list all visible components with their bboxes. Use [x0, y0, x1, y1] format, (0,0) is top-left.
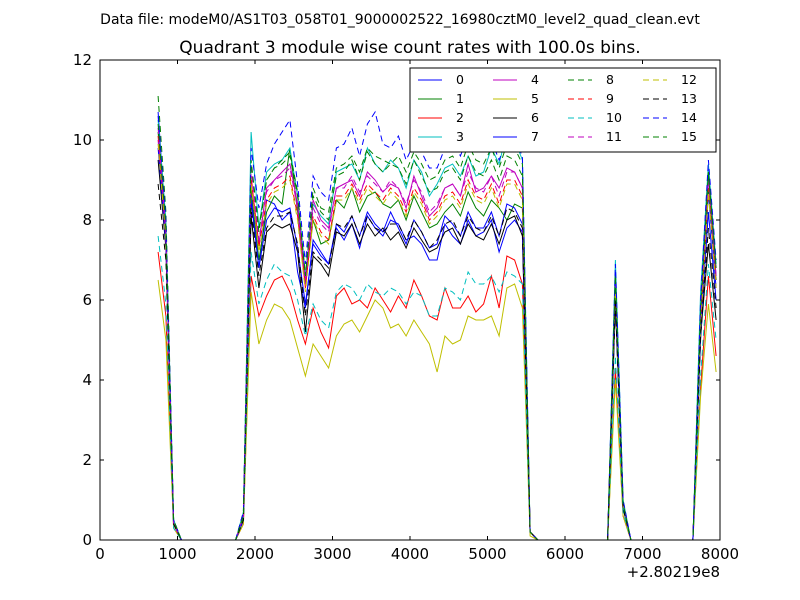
- series-line-11: [157, 127, 717, 541]
- legend-label-10: 10: [606, 110, 622, 125]
- legend-label-0: 0: [456, 72, 464, 87]
- x-tick-label: 0: [95, 545, 105, 563]
- x-tick-label: 5000: [468, 545, 506, 563]
- x-tick-label: 3000: [313, 545, 351, 563]
- series-line-5: [157, 279, 717, 541]
- series-line-2: [157, 251, 717, 541]
- series-line-6: [157, 159, 717, 541]
- plot-series-layer: [157, 95, 717, 541]
- series-line-0: [157, 111, 717, 541]
- x-tick-label: 2000: [236, 545, 274, 563]
- chart-title: Quadrant 3 module wise count rates with …: [179, 38, 640, 58]
- series-line-10: [157, 235, 717, 541]
- legend-label-12: 12: [681, 72, 697, 87]
- legend-label-3: 3: [456, 129, 464, 144]
- figure-supertitle: Data file: modeM0/AS1T03_058T01_90000025…: [100, 12, 700, 28]
- legend-label-6: 6: [531, 110, 539, 125]
- y-tick-label: 6: [82, 291, 92, 309]
- legend-label-14: 14: [681, 110, 697, 125]
- series-line-13: [157, 183, 717, 541]
- legend-label-5: 5: [531, 91, 539, 106]
- x-tick-label: 8000: [701, 545, 739, 563]
- x-tick-label: 4000: [391, 545, 429, 563]
- legend-label-9: 9: [606, 91, 614, 106]
- x-offset-label: +2.80219e8: [627, 563, 720, 581]
- legend-label-13: 13: [681, 91, 697, 106]
- y-tick-label: 10: [73, 131, 92, 149]
- series-line-15: [157, 123, 717, 541]
- series-line-14: [157, 110, 717, 541]
- y-tick-label: 8: [82, 211, 92, 229]
- series-line-9: [157, 135, 717, 541]
- x-tick-label: 6000: [546, 545, 584, 563]
- series-line-1: [157, 131, 717, 541]
- y-tick-label: 0: [82, 531, 92, 549]
- y-tick-label: 2: [82, 451, 92, 469]
- legend-label-11: 11: [606, 129, 622, 144]
- axis-ticks: 0 1000 2000 3000 4000 5000 6000 7000 80000246810…: [73, 51, 739, 563]
- y-tick-label: 12: [73, 51, 92, 69]
- legend-box: [409, 67, 717, 153]
- legend-label-7: 7: [531, 129, 539, 144]
- legend-label-1: 1: [456, 91, 464, 106]
- y-tick-label: 4: [82, 371, 92, 389]
- series-line-12: [157, 143, 717, 541]
- legend-label-4: 4: [531, 72, 539, 87]
- legend-label-2: 2: [456, 110, 464, 125]
- series-line-3: [157, 119, 717, 541]
- legend-label-15: 15: [681, 129, 697, 144]
- legend-label-8: 8: [606, 72, 614, 87]
- x-tick-label: 7000: [623, 545, 661, 563]
- x-tick-label: 1000: [158, 545, 196, 563]
- series-line-4: [157, 139, 717, 541]
